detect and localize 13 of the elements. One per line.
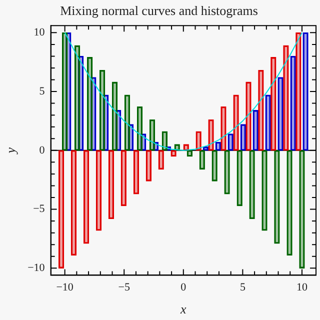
chart-title: Mixing normal curves and histograms [60, 3, 258, 18]
x-tick-label: −10 [56, 282, 74, 294]
y-tick-label: −5 [33, 203, 46, 216]
y-tick-label: 0 [39, 144, 46, 156]
y-axis-title: y [3, 147, 18, 156]
x-tick-label: 10 [296, 282, 308, 294]
x-tick-label: 5 [240, 282, 246, 294]
x-tick-label: −5 [118, 282, 130, 294]
y-tick-label: 10 [34, 26, 46, 39]
y-tick-label: −10 [28, 262, 46, 274]
y-tick-label: 5 [39, 85, 46, 98]
x-tick-label: 0 [180, 282, 187, 294]
x-axis-title: x [180, 302, 187, 317]
